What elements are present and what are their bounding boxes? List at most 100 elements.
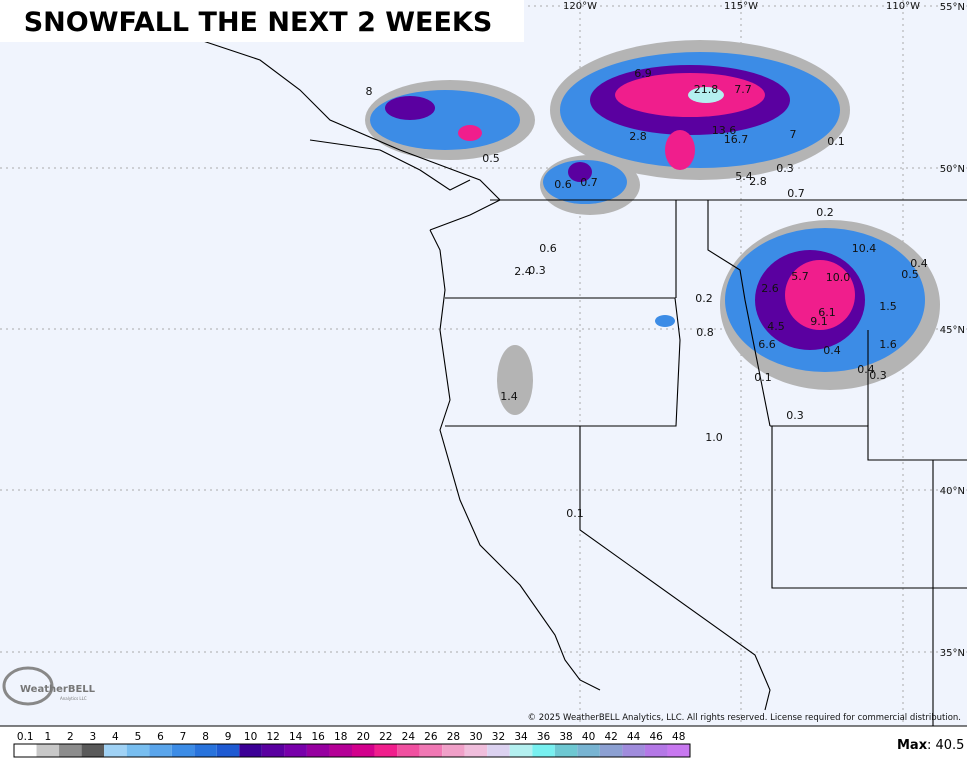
legend-label: 22 [379,731,392,743]
legend-swatch [216,744,240,757]
snowfall-amount: 1.6 [879,338,897,351]
legend-swatch [509,744,533,757]
snowfall-amount: 9.1 [810,315,828,328]
legend-label: 24 [402,731,416,743]
snowfall-amount: 0.5 [901,268,919,281]
snowfall-areas [365,40,940,415]
legend-swatch [126,744,150,757]
logo-subtitle: Analytics LLC [60,696,87,701]
legend-label: 32 [492,731,505,743]
borders [199,39,967,726]
snowfall-amount: 1.4 [500,390,518,403]
max-label: Max [897,738,928,753]
snowfall-amount: 4.5 [767,320,785,333]
snowfall-amount: 0.3 [869,369,887,382]
legend-label: 20 [357,731,370,743]
snowfall-amount: 0.7 [580,176,598,189]
snowfall-amount: 1.5 [879,300,897,313]
legend-label: 28 [447,731,460,743]
legend-swatch [487,744,510,757]
snowfall-amount: 0.4 [857,363,875,376]
snowfall-amount: 0.2 [695,292,713,305]
snowfall-amount: 7.7 [734,83,752,96]
legend-label: 4 [112,731,119,743]
copyright: © 2025 WeatherBELL Analytics, LLC. All r… [528,713,961,723]
logo-name: WeatherBELL [20,684,96,695]
legend-swatch [577,744,600,757]
snowfall-amount: 2.4 [514,265,532,278]
snowfall-amount: 0.7 [787,187,805,200]
snowfall-amount: 6.1 [818,306,836,319]
snowfall-amount: 5.4 [735,170,753,183]
legend-label: 9 [225,731,232,743]
snowfall-amount: 0.4 [910,257,928,270]
snowfall-amount: 0.2 [816,206,834,219]
legend-label: 12 [266,731,279,743]
snowfall-amount: 7 [790,128,797,141]
legend-label: 46 [650,731,664,743]
legend-label: 48 [672,731,685,743]
legend-swatch [419,744,443,757]
max-value: : 40.5 [927,738,964,753]
legend-label: 6 [157,731,164,743]
legend-swatch [644,744,668,757]
title-box [0,0,524,42]
snowfall-amount: 0.6 [539,242,557,255]
legend-label: 26 [424,731,438,743]
legend-swatch [532,744,555,757]
snowfall-amount: 0.4 [823,344,841,357]
legend-label: 44 [627,731,641,743]
snowfall-amount: 0.1 [754,371,772,384]
latitude-label: 45°N [940,325,965,336]
snowfall-amount: 10.4 [852,242,877,255]
snowfall-amount: 13.6 [712,124,737,137]
legend-swatch [667,744,690,757]
snowfall-amount: 6.6 [758,338,776,351]
legend-label: 10 [244,731,257,743]
longitude-label: 120°W [563,1,597,12]
latitude-label: 35°N [940,648,965,659]
longitude-label: 115°W [724,1,758,12]
legend-label: 0.1 [17,731,34,743]
legend-label: 2 [67,731,74,743]
longitude-label: 110°W [886,1,920,12]
legend-swatch [374,744,398,757]
snowfall-amount: 0.8 [696,326,714,339]
legend-swatch [194,744,217,757]
legend-label: 42 [604,731,617,743]
latitude-label: 55°N [940,2,965,13]
legend-label: 7 [180,731,187,743]
snowfall-amount: 0.6 [554,178,572,191]
snowfall-amount: 0.3 [776,162,794,175]
legend-swatch [239,744,262,757]
snowfall-amount: 6.9 [634,67,652,80]
snowfall-amount: 0.1 [827,135,845,148]
legend-label: 36 [537,731,551,743]
legend-label: 14 [289,731,303,743]
legend-label: 34 [514,731,528,743]
legend-swatch [397,744,420,757]
latitude-label: 40°N [940,486,965,497]
legend-frame [13,743,691,758]
snowfall-amount: 2.8 [629,130,647,143]
snowfall-amount: 2.8 [749,175,767,188]
legend-swatch [104,744,127,757]
legend-swatch [261,744,285,757]
legend-label: 38 [559,731,572,743]
legend-label: 5 [135,731,142,743]
legend-label: 3 [90,731,97,743]
legend-swatch [36,744,60,757]
snowfall-amount: 10.0 [826,271,851,284]
logo: WeatherBELL Analytics LLC [2,666,96,706]
legend-swatch [554,744,578,757]
logo-swirl [2,666,54,706]
snowfall-amount: 0.3 [528,264,546,277]
legend-swatch [149,744,172,757]
legend-swatch [442,744,465,757]
legend-swatch [284,744,307,757]
title: SNOWFALL THE NEXT 2 WEEKS [24,7,493,38]
snowfall-amount: 16.7 [724,133,749,146]
snowfall-amount: 5.7 [791,270,809,283]
